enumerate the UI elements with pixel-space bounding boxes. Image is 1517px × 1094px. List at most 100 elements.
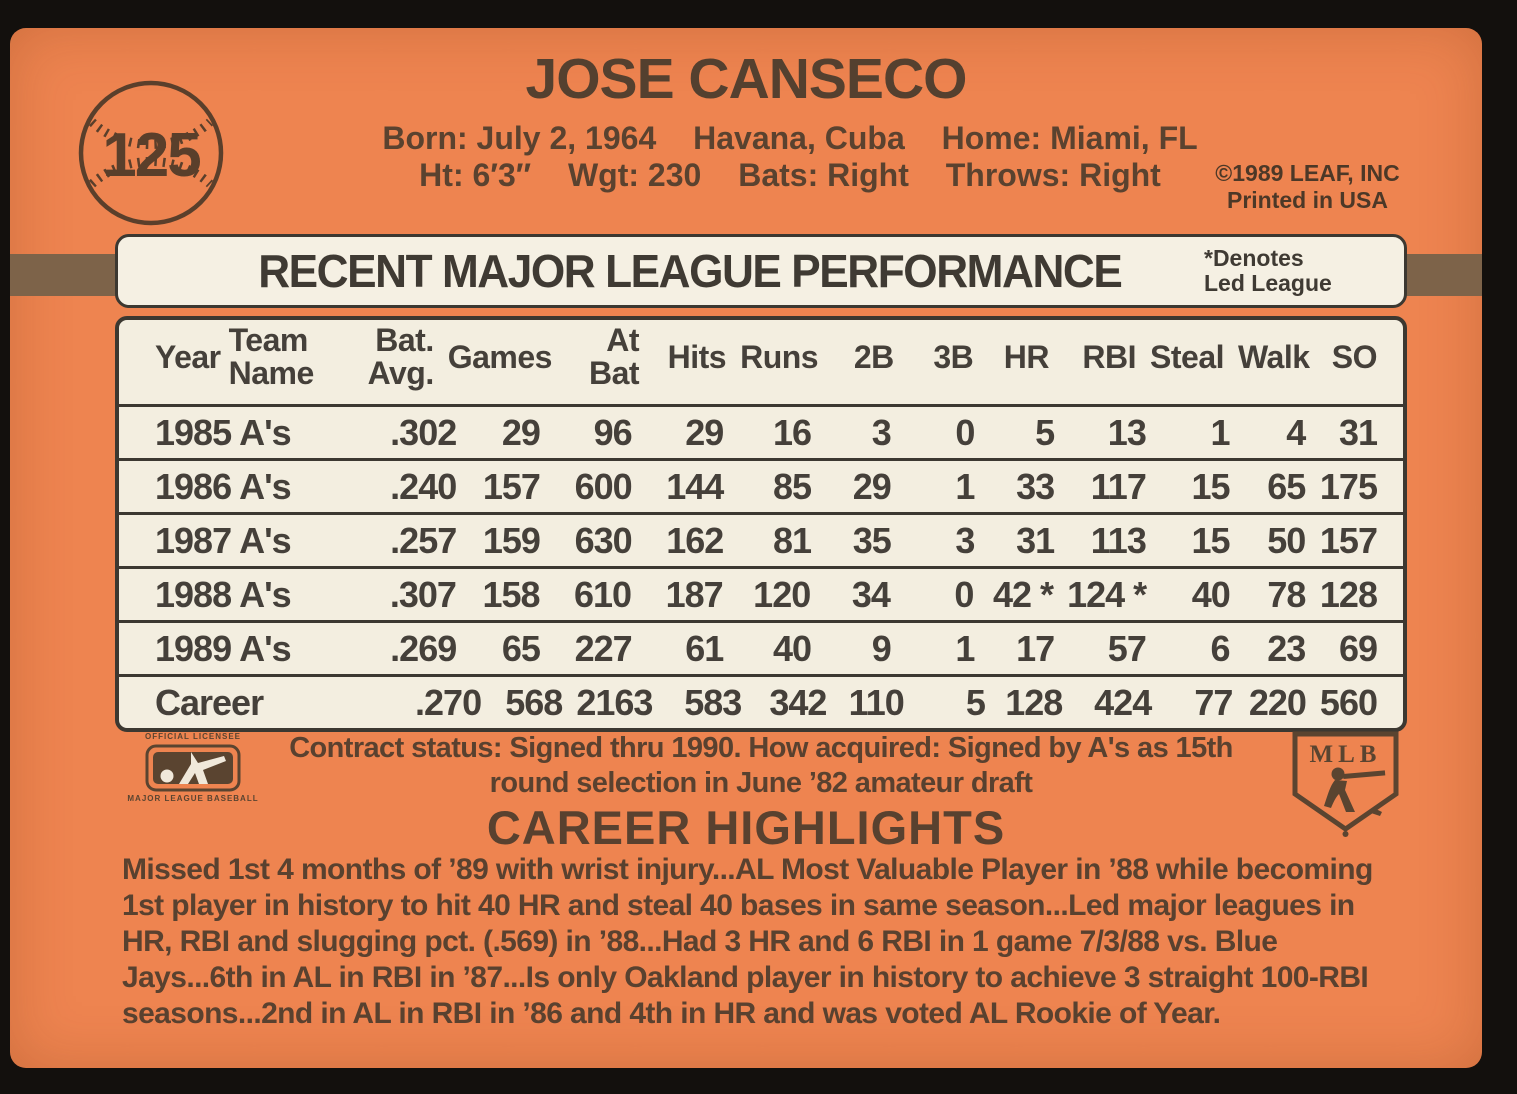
column-header-year: Year xyxy=(155,338,221,375)
table-cell: 0 xyxy=(954,573,974,615)
table-cell: 5 xyxy=(965,681,986,723)
column-header-bat: At Bat xyxy=(588,322,640,391)
column-header-steal: Steal xyxy=(1150,338,1224,375)
table-cell: 162 xyxy=(666,519,724,561)
column-header-so: SO xyxy=(1331,338,1378,375)
table-cell: .307 xyxy=(389,573,457,615)
career-highlights-title: CAREER HIGHLIGHTS xyxy=(486,801,1006,854)
column-header-2b: 2B xyxy=(853,338,894,375)
table-cell: Career xyxy=(155,681,264,723)
table-cell: 6 xyxy=(1210,627,1231,669)
mlbpa-shield-logo: MLB xyxy=(1288,728,1403,845)
performance-header: RECENT MAJOR LEAGUE PERFORMANCE *Denotes… xyxy=(115,234,1407,308)
copyright-line-1: ©1989 LEAF, INC xyxy=(1215,160,1400,186)
table-cell: 31 xyxy=(1338,411,1378,453)
table-cell: 78 xyxy=(1267,573,1306,615)
table-cell: 220 xyxy=(1248,681,1307,723)
table-cell: 77 xyxy=(1194,681,1233,723)
table-cell: 40 xyxy=(1191,573,1231,615)
table-cell: 1 xyxy=(955,627,975,669)
column-header-hr: HR xyxy=(1003,338,1050,375)
table-cell: 600 xyxy=(574,465,633,507)
table-row: 1989 A's .269 65 227 61 40 9 1 17 57 6 23 69 xyxy=(119,620,1403,674)
table-cell: 40 xyxy=(772,627,812,669)
table-cell: 159 xyxy=(482,519,541,561)
table-cell: 65 xyxy=(1267,465,1306,507)
bio-birthplace: Havana, Cuba xyxy=(693,120,905,156)
player-name: JOSE CANSECO xyxy=(525,47,968,111)
column-header-hits: Hits xyxy=(667,338,727,375)
contract-status: Contract status: Signed thru 1990. How a… xyxy=(256,731,1266,801)
mlb-licensee-logo: OFFICIAL LICENSEE MAJOR LEAGUE BASEBALL xyxy=(118,732,268,804)
table-cell: 128 xyxy=(1005,681,1063,723)
baseball-icon-graphic xyxy=(78,80,224,226)
table-cell: 610 xyxy=(574,573,632,615)
copyright-line-2: Printed in USA xyxy=(1226,187,1388,213)
table-cell: 124 * xyxy=(1067,573,1147,615)
table-cell: 33 xyxy=(1016,465,1055,507)
table-cell: 61 xyxy=(685,627,724,669)
column-header-3b: 3B xyxy=(933,338,974,375)
column-header-avg: Bat. Avg. xyxy=(367,322,435,391)
table-cell: 583 xyxy=(684,681,742,723)
table-cell: 9 xyxy=(871,627,892,669)
stats-table: Year Team Name Bat. Avg. Games At Bat Hits Runs 2B… xyxy=(115,316,1407,732)
mlbpa-shield-icon: MLB xyxy=(1292,731,1399,837)
table-cell: 81 xyxy=(772,519,812,561)
table-cell: 424 xyxy=(1094,681,1152,723)
table-cell: 1988 xyxy=(155,573,232,615)
led-league-note: *Denotes Led League xyxy=(1204,246,1404,296)
table-row: 1986 A's .240 157 600 144 85 29 1 33 117 15 65 175 xyxy=(119,458,1403,512)
table-cell: A's xyxy=(239,465,292,507)
table-cell: 560 xyxy=(1319,681,1378,723)
table-cell: 1986 xyxy=(155,465,232,507)
table-cell: 1 xyxy=(955,465,975,507)
table-cell: .240 xyxy=(390,465,457,507)
table-cell: 187 xyxy=(665,573,724,615)
bio-line-1: Born: July 2, 1964 Havana, Cuba Home: Mi… xyxy=(310,120,1270,157)
contract-line-1: Contract status: Signed thru 1990. How a… xyxy=(289,732,1233,764)
table-cell: 13 xyxy=(1107,411,1147,453)
table-cell: 16 xyxy=(772,411,812,453)
career-highlights-text: Missed 1st 4 months of ’89 with wrist in… xyxy=(122,853,1373,1030)
table-cell: A's xyxy=(239,627,292,669)
licensee-top-label: OFFICIAL LICENSEE xyxy=(145,732,241,741)
led-league-note-line-1: *Denotes xyxy=(1204,245,1304,271)
table-cell: 29 xyxy=(852,465,892,507)
table-row: 1987 A's .257 159 630 162 81 35 3 31 113 15 50 157 xyxy=(119,512,1403,566)
stats-header-row: Year Team Name Bat. Avg. Games At Bat Hits Runs 2B… xyxy=(119,320,1403,404)
table-cell: 227 xyxy=(574,627,633,669)
table-row: 1985 A's .302 29 96 29 16 3 0 5 13 1 4 31 xyxy=(119,404,1403,458)
table-cell: 0 xyxy=(955,411,975,453)
card-number: 125 xyxy=(102,120,201,190)
table-cell: A's xyxy=(239,519,292,561)
table-cell: 96 xyxy=(593,411,633,453)
table-cell: 23 xyxy=(1267,627,1306,669)
table-cell: 1 xyxy=(1210,411,1231,453)
table-row: Career .270 568 2163 583 342 110 5 128 424 77 220 56… xyxy=(119,674,1403,728)
table-cell: .270 xyxy=(415,681,482,723)
column-header-runs: Runs xyxy=(740,338,819,375)
table-cell: 117 xyxy=(1090,465,1147,507)
table-cell: 110 xyxy=(848,681,905,723)
table-cell: 3 xyxy=(955,519,975,561)
table-cell: 2163 xyxy=(576,681,653,723)
table-cell: A's xyxy=(239,573,292,615)
table-cell: 113 xyxy=(1090,519,1147,561)
table-cell: A's xyxy=(239,411,292,453)
table-cell: 35 xyxy=(852,519,892,561)
table-cell: 128 xyxy=(1319,573,1378,615)
table-cell: 57 xyxy=(1107,627,1147,669)
table-cell: 85 xyxy=(772,465,812,507)
table-cell: 5 xyxy=(1035,411,1055,453)
column-header-name: Team Name xyxy=(228,322,315,391)
table-cell: 31 xyxy=(1016,519,1055,561)
table-cell: 29 xyxy=(501,411,541,453)
table-cell: 1987 xyxy=(155,519,232,561)
bio-born: Born: July 2, 1964 xyxy=(382,120,657,156)
table-cell: 3 xyxy=(871,411,892,453)
table-cell: 69 xyxy=(1338,627,1378,669)
table-cell: .257 xyxy=(390,519,457,561)
table-row: 1988 A's .307 158 610 187 120 34 0 42 * 124 * 40 78 1… xyxy=(119,566,1403,620)
